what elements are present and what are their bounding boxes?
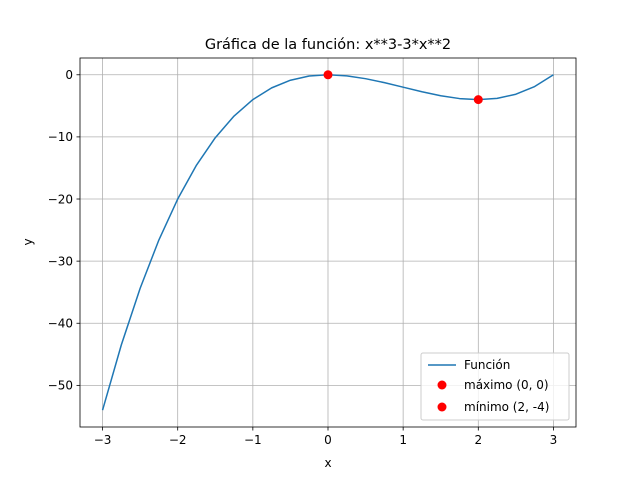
- x-tick-label: 3: [550, 433, 558, 447]
- y-tick-label: −30: [48, 254, 73, 268]
- legend-label-function: Función: [464, 358, 510, 372]
- legend-label-maximum: máximo (0, 0): [464, 378, 549, 392]
- x-tick-label: −2: [169, 433, 187, 447]
- maximum-point: [323, 70, 333, 80]
- x-tick-label: −3: [94, 433, 112, 447]
- y-tick-label: −20: [48, 192, 73, 206]
- legend: Función máximo (0, 0) mínimo (2, -4): [420, 352, 570, 421]
- chart-title: Gráfica de la función: x**3-3*x**2: [205, 37, 451, 53]
- x-tick-label: 2: [474, 433, 482, 447]
- legend-minimum-marker: [437, 402, 447, 412]
- minimum-point: [473, 95, 483, 105]
- x-axis-label: x: [324, 456, 331, 470]
- legend-box: [420, 352, 570, 421]
- legend-label-minimum: mínimo (2, -4): [464, 400, 549, 414]
- x-tick-label: 1: [399, 433, 407, 447]
- x-axis-ticks: −3 −2 −1 0 1 2 3: [94, 427, 558, 447]
- y-axis-label: y: [21, 238, 35, 245]
- y-tick-label: 0: [65, 68, 73, 82]
- y-tick-label: −10: [48, 130, 73, 144]
- y-axis-ticks: 0 −10 −20 −30 −40 −50: [48, 68, 80, 393]
- x-tick-label: −1: [244, 433, 262, 447]
- series-layer: [101, 70, 554, 411]
- legend-maximum-marker: [437, 380, 447, 390]
- x-tick-label: 0: [324, 433, 332, 447]
- y-tick-label: −40: [48, 317, 73, 331]
- grid: [80, 58, 576, 427]
- y-tick-label: −50: [48, 379, 73, 393]
